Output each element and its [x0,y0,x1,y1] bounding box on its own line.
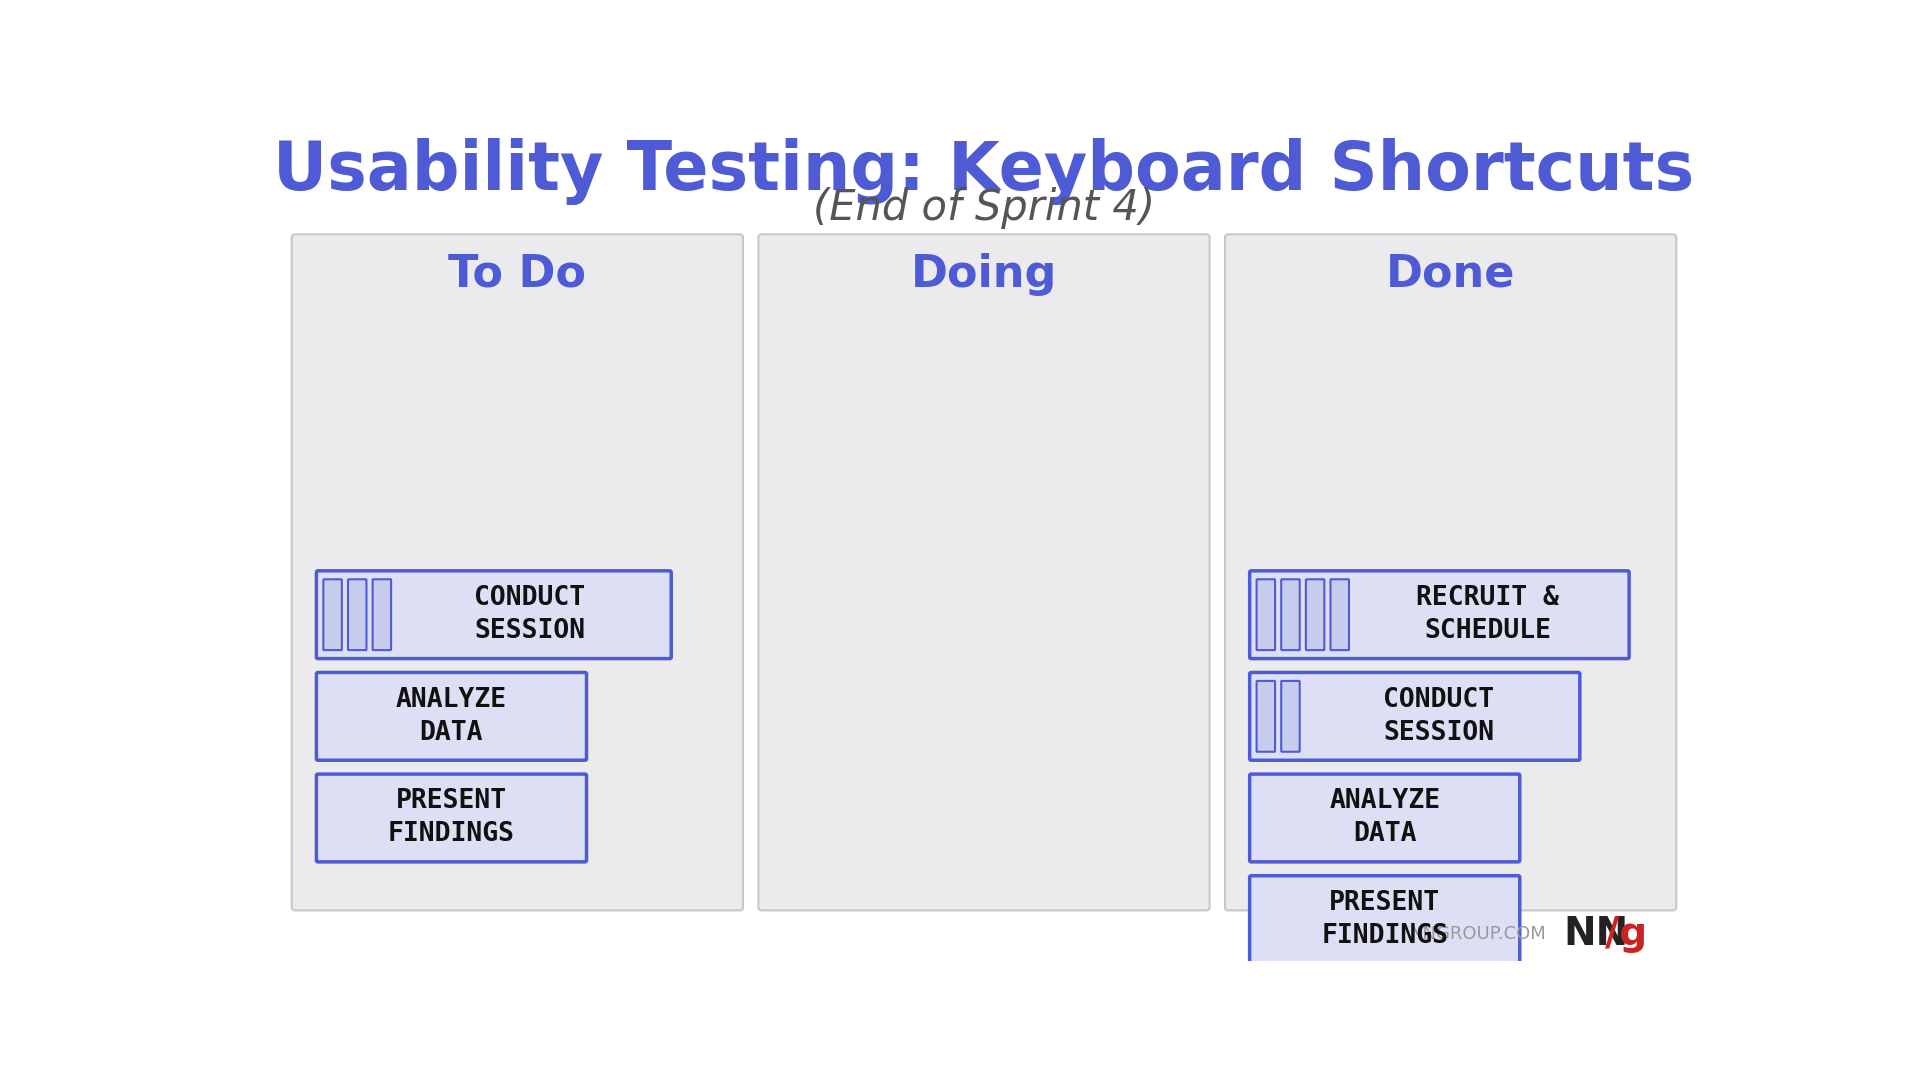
FancyBboxPatch shape [372,579,392,650]
FancyBboxPatch shape [1256,579,1275,650]
FancyBboxPatch shape [1250,571,1628,659]
Text: RECRUIT &
SCHEDULE: RECRUIT & SCHEDULE [1417,585,1559,644]
FancyBboxPatch shape [1256,680,1275,752]
FancyBboxPatch shape [1250,876,1521,963]
Text: PRESENT
FINDINGS: PRESENT FINDINGS [1321,890,1448,949]
Text: PRESENT
FINDINGS: PRESENT FINDINGS [388,788,515,848]
FancyBboxPatch shape [758,234,1210,910]
FancyBboxPatch shape [317,673,586,760]
Text: Usability Testing: Keyboard Shortcuts: Usability Testing: Keyboard Shortcuts [273,138,1695,205]
Text: Done: Done [1386,253,1515,296]
FancyBboxPatch shape [1331,579,1350,650]
Text: /g: /g [1605,915,1647,954]
Text: CONDUCT
SESSION: CONDUCT SESSION [474,585,586,644]
Text: To Do: To Do [449,253,586,296]
FancyBboxPatch shape [1225,234,1676,910]
FancyBboxPatch shape [348,579,367,650]
Text: ANALYZE
DATA: ANALYZE DATA [396,687,507,746]
FancyBboxPatch shape [1281,680,1300,752]
Text: Doing: Doing [910,253,1058,296]
FancyBboxPatch shape [317,774,586,862]
FancyBboxPatch shape [323,579,342,650]
Text: NNGROUP.COM: NNGROUP.COM [1409,926,1546,943]
FancyBboxPatch shape [1250,774,1521,862]
FancyBboxPatch shape [1250,673,1580,760]
Text: CONDUCT
SESSION: CONDUCT SESSION [1382,687,1494,746]
Text: (End of Sprint 4): (End of Sprint 4) [812,187,1156,229]
Text: ANALYZE
DATA: ANALYZE DATA [1329,788,1440,848]
FancyBboxPatch shape [292,234,743,910]
Text: NN: NN [1563,915,1628,954]
FancyBboxPatch shape [1306,579,1325,650]
FancyBboxPatch shape [1281,579,1300,650]
FancyBboxPatch shape [317,571,672,659]
